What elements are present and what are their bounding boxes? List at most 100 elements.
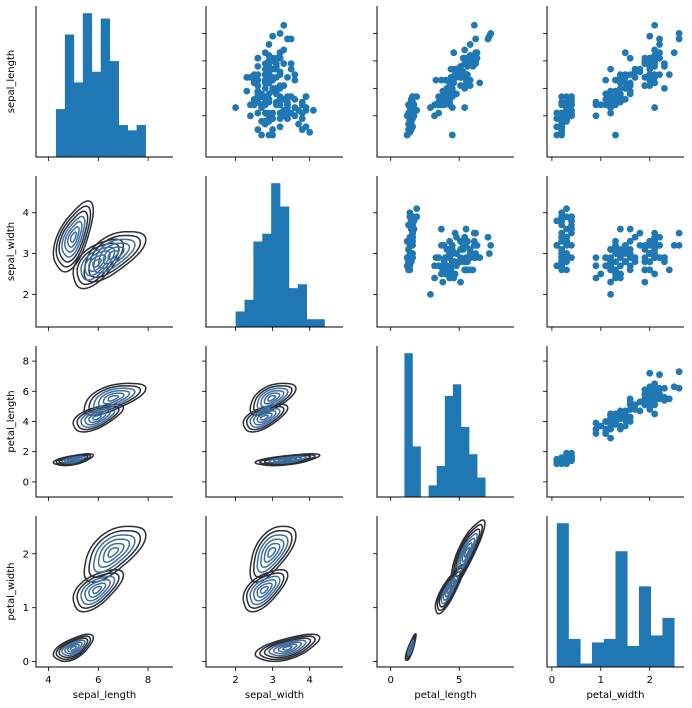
- panel-petal_length-vs-petal_width: [543, 346, 684, 501]
- hist-bar-petal_length-0: [404, 353, 413, 497]
- scatter-point-sepal_length-sepal_width-20: [276, 123, 284, 131]
- scatter-point-sepal_length-petal_length-144: [472, 60, 480, 68]
- scatter-point-sepal_length-petal_length-135: [461, 46, 469, 54]
- scatter-point-sepal_length-petal_length-80: [447, 65, 455, 73]
- scatter-point-sepal_length-petal_width-104: [656, 35, 663, 43]
- scatter-point-sepal_length-petal_length-87: [432, 76, 440, 84]
- scatter-point-sepal_width-petal_width-102: [626, 246, 634, 253]
- scatter-point-sepal_length-petal_width-84: [612, 87, 619, 95]
- scatter-point-sepal_width-petal_length-113: [457, 278, 464, 286]
- scatter-point-sepal_length-petal_width-47: [558, 109, 566, 117]
- hist-bar-petal_width-3: [592, 642, 605, 667]
- scatter-point-petal_length-petal_width-140: [646, 393, 654, 401]
- scatter-point-sepal_length-petal_width-140: [646, 71, 654, 79]
- scatter-point-sepal_width-petal_width-90: [612, 258, 619, 266]
- scatter-point-sepal_width-petal_width-91: [626, 254, 634, 262]
- kde-contour-petal_width-sepal_length-2-4: [97, 538, 131, 568]
- hist-bar-petal_length-3: [428, 485, 438, 497]
- scatter-point-sepal_width-petal_width-19: [563, 258, 570, 266]
- scatter-point-sepal_width-petal_width-36: [553, 241, 561, 249]
- scatter-point-sepal_width-petal_length-44: [409, 254, 417, 262]
- scatter-point-sepal_length-petal_length-143: [453, 65, 460, 73]
- y-tick-label-sepal_width-4: 4: [23, 208, 29, 219]
- kde-contour-petal_width-sepal_length-2-5: [102, 542, 125, 563]
- hist-bar-petal_length-5: [444, 395, 454, 497]
- scatter-point-sepal_length-petal_length-107: [466, 76, 474, 84]
- scatter-point-sepal_length-sepal_width-105: [269, 131, 277, 139]
- scatter-point-sepal_length-sepal_width-108: [261, 84, 269, 92]
- scatter-point-sepal_width-petal_length-68: [446, 237, 454, 245]
- scatter-point-sepal_width-petal_width-80: [607, 246, 615, 253]
- scatter-point-sepal_length-sepal_width-118: [265, 79, 273, 87]
- scatter-point-sepal_length-sepal_width-128: [276, 54, 284, 62]
- scatter-point-sepal_width-petal_length-96: [435, 254, 443, 262]
- kde-contour-sepal_width-sepal_length-0-5: [66, 226, 80, 248]
- scatter-point-sepal_length-sepal_width-36: [276, 115, 284, 122]
- scatter-point-sepal_width-petal_width-96: [607, 254, 615, 262]
- hist-bar-petal_width-9: [662, 617, 675, 667]
- scatter-point-sepal_length-petal_length-96: [435, 109, 443, 117]
- scatter-point-sepal_width-petal_width-124: [670, 241, 678, 249]
- kde-contour-petal_length-sepal_width-2-3: [256, 387, 289, 411]
- scatter-point-sepal_length-petal_width-108: [661, 84, 668, 92]
- scatter-point-sepal_length-petal_width-26: [558, 101, 566, 109]
- scatter-point-sepal_length-petal_width-114: [651, 104, 659, 111]
- y-tick-label-sepal_width-3: 3: [23, 249, 29, 260]
- kde-contour-petal_width-sepal_length-1-1: [72, 568, 125, 613]
- scatter-point-sepal_width-petal_length-31: [413, 205, 421, 213]
- panel-sepal_width-vs-petal_width: [543, 176, 684, 331]
- scatter-point-sepal_length-petal_width-102: [626, 54, 634, 62]
- scatter-point-sepal_width-petal_width-48: [553, 217, 561, 225]
- kde-contour-sepal_width-sepal_length-1-6: [92, 258, 102, 268]
- hist-bar-sepal_length-5: [100, 18, 111, 157]
- kde-contour-sepal_width-sepal_length-0-0: [52, 200, 95, 273]
- scatter-point-sepal_length-sepal_width-145: [254, 82, 262, 90]
- scatter-point-sepal_length-petal_width-130: [651, 57, 659, 65]
- scatter-point-sepal_length-petal_width-147: [675, 30, 683, 37]
- kde-contour-sepal_width-sepal_length-1-3: [80, 246, 116, 281]
- scatter-point-sepal_width-petal_width-104: [656, 233, 663, 241]
- scatter-point-sepal_length-sepal_width-131: [284, 73, 291, 81]
- kde-contour-petal_width-sepal_width-2-5: [263, 542, 281, 563]
- scatter-point-sepal_length-petal_width-129: [675, 35, 683, 43]
- kde-contour-sepal_width-sepal_length-0-2: [58, 210, 89, 263]
- hist-bar-petal_length-9: [477, 477, 486, 497]
- kde-contour-petal_width-sepal_length-0-3: [61, 639, 86, 657]
- scatter-point-sepal_length-sepal_width-27: [291, 95, 299, 103]
- kde-contour-petal_length-sepal_length-2-1: [83, 382, 147, 417]
- kde-contour-petal_length-sepal_width-2-6: [267, 394, 277, 402]
- scatter-point-petal_length-petal_width-147: [675, 368, 683, 376]
- scatter-point-sepal_length-sepal_width-78: [291, 76, 299, 84]
- scatter-point-sepal_width-petal_width-39: [558, 209, 566, 217]
- scatter-point-sepal_length-sepal_width-83: [258, 104, 265, 111]
- scatter-point-sepal_length-petal_width-93: [612, 93, 619, 100]
- scatter-point-sepal_length-petal_width-97: [607, 104, 615, 111]
- kde-contour-petal_width-sepal_width-2-4: [260, 538, 285, 568]
- scatter-point-sepal_width-petal_length-98: [442, 270, 449, 278]
- scatter-point-sepal_width-petal_length-111: [448, 270, 456, 278]
- scatter-point-sepal_length-petal_length-83: [448, 104, 456, 111]
- y-tick-label-petal_length-8: 8: [23, 357, 29, 368]
- hist-bar-sepal_width-5: [280, 206, 290, 327]
- scatter-point-sepal_length-petal_width-135: [651, 46, 659, 54]
- scatter-point-sepal_length-sepal_width-7: [254, 109, 262, 117]
- x-tick-label-petal_length-0: 0: [388, 675, 394, 686]
- hist-bar-sepal_length-3: [82, 13, 93, 157]
- scatter-point-sepal_width-petal_width-81: [616, 262, 624, 270]
- scatter-point-sepal_length-petal_length-111: [448, 79, 456, 87]
- hist-bar-sepal_length-1: [64, 34, 75, 157]
- scatter-point-sepal_length-petal_length-148: [461, 54, 469, 62]
- kde-contour-petal_width-sepal_length-0-4: [64, 641, 83, 655]
- scatter-point-petal_length-petal_width-85: [602, 418, 610, 425]
- scatter-point-sepal_length-petal_length-145: [461, 82, 469, 90]
- x-tick-label-petal_width-1: 1: [598, 675, 604, 686]
- kde-contour-petal_width-sepal_width-0-6: [282, 645, 293, 651]
- scatter-point-sepal_length-petal_width-99: [607, 87, 615, 95]
- scatter-point-sepal_width-petal_width-140: [646, 258, 654, 266]
- scatter-point-sepal_length-petal_width-88: [621, 95, 629, 103]
- scatter-point-sepal_length-petal_width-49: [568, 112, 575, 120]
- scatter-point-sepal_width-petal_width-131: [631, 233, 639, 241]
- scatter-point-sepal_width-petal_length-39: [406, 209, 414, 217]
- kde-contour-petal_length-sepal_width-1-3: [249, 407, 281, 428]
- scatter-point-sepal_width-petal_width-127: [646, 237, 654, 245]
